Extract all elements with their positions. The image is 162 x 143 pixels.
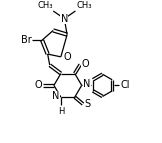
- Text: N: N: [83, 79, 90, 89]
- Text: Br: Br: [21, 35, 32, 45]
- Text: CH₃: CH₃: [37, 1, 52, 10]
- Text: S: S: [85, 99, 91, 109]
- Text: H: H: [58, 107, 64, 116]
- Text: N: N: [52, 92, 59, 101]
- Text: CH₃: CH₃: [76, 1, 92, 10]
- Text: O: O: [64, 52, 72, 62]
- Text: Cl: Cl: [121, 80, 130, 90]
- Text: O: O: [82, 59, 89, 69]
- Text: O: O: [35, 80, 42, 90]
- Text: N: N: [61, 14, 68, 24]
